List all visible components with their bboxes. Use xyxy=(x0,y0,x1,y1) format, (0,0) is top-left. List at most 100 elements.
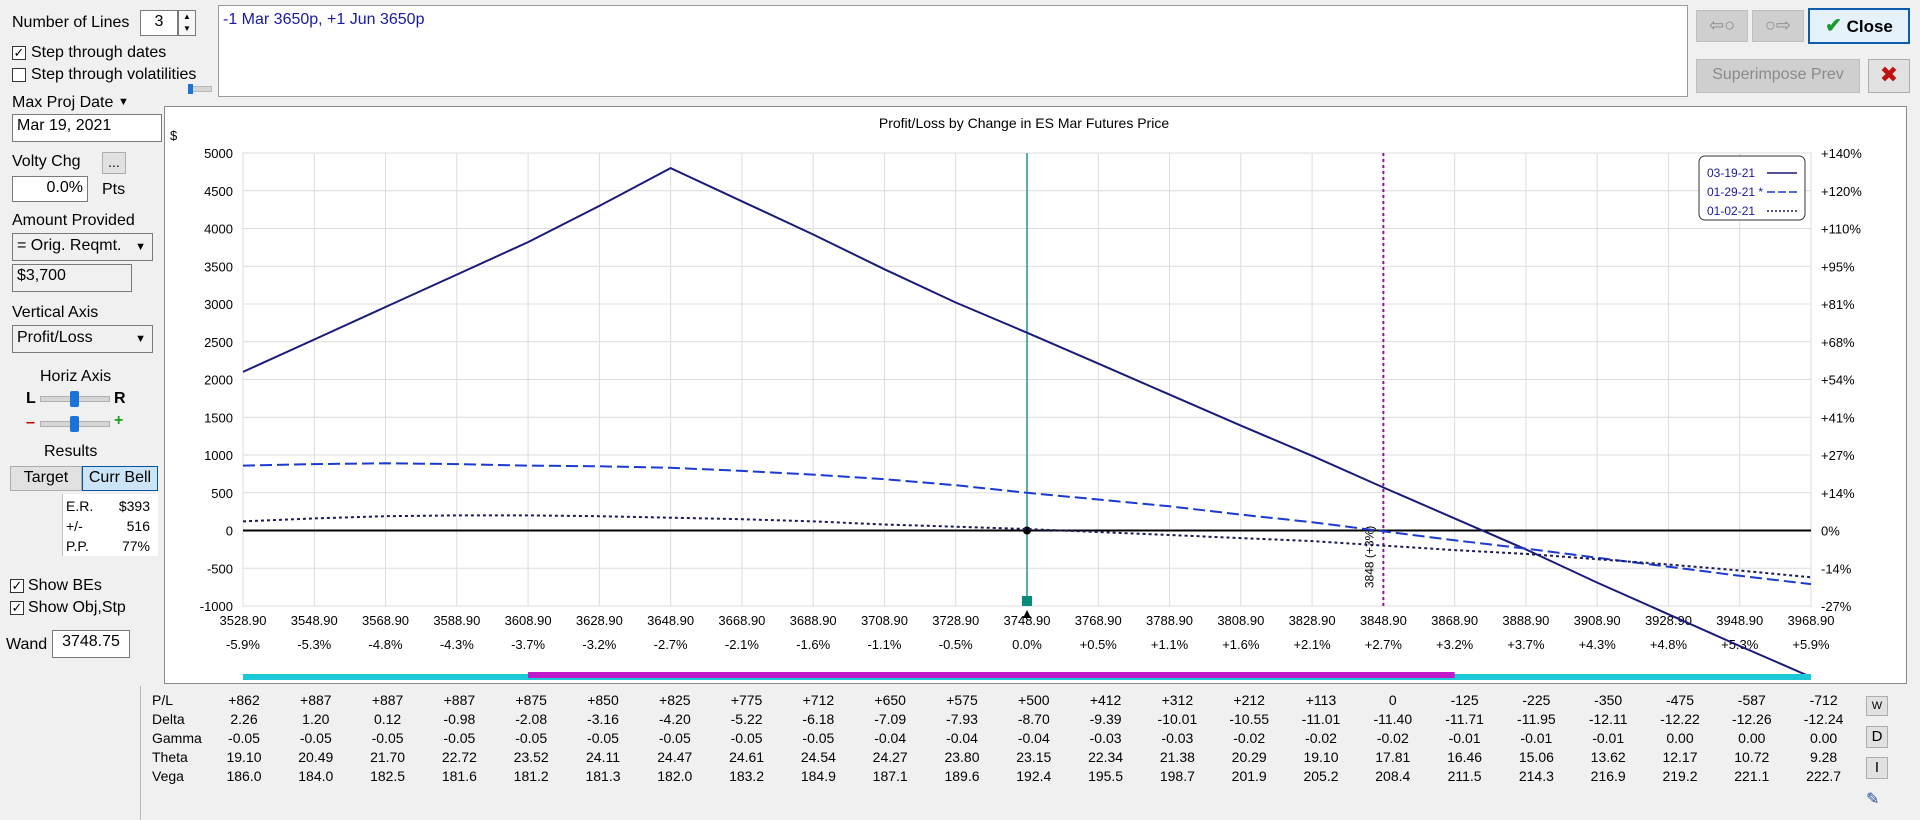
table-cell: -12.24 xyxy=(1803,711,1844,727)
y2-tick-label: +140% xyxy=(1821,146,1862,161)
volty-chg-button[interactable]: ... xyxy=(102,152,126,174)
table-cell: -11.01 xyxy=(1301,711,1341,727)
table-cell: 24.27 xyxy=(872,749,908,765)
edit-icon[interactable]: ✎ xyxy=(1866,791,1880,808)
current-price-arrow xyxy=(1023,610,1031,618)
w-button[interactable]: W xyxy=(1866,696,1888,716)
range-bar-magenta xyxy=(528,672,1455,678)
table-cell: -0.02 xyxy=(1305,730,1337,746)
x-tick-label: 3928.90 xyxy=(1645,613,1692,628)
x-pct-label: +2.1% xyxy=(1293,637,1331,652)
table-cell: 24.54 xyxy=(800,749,836,765)
show-bes-checkbox[interactable]: ✓ xyxy=(10,578,24,593)
chart-legend[interactable]: 03-19-21 01-29-21 * 01-02-21 xyxy=(1698,155,1806,221)
x-pct-label: 0.0% xyxy=(1012,637,1042,652)
x-tick-label: 3688.90 xyxy=(790,613,837,628)
table-cell: 201.9 xyxy=(1231,768,1267,784)
step-vols-checkbox[interactable] xyxy=(12,68,26,82)
x-tick-label: 3588.90 xyxy=(433,613,480,628)
tab-curr-bell[interactable]: Curr Bell xyxy=(82,466,158,491)
number-of-lines-input[interactable]: 3 xyxy=(140,10,178,36)
x-pct-label: -4.8% xyxy=(369,637,403,652)
table-cell: 183.2 xyxy=(729,768,765,784)
y2-tick-label: +27% xyxy=(1821,448,1855,463)
greeks-table xyxy=(140,686,1920,820)
x-tick-label: 3848.90 xyxy=(1360,613,1407,628)
i-button[interactable]: I xyxy=(1866,757,1888,779)
table-cell: -3.16 xyxy=(587,711,619,727)
x-pct-label: +4.3% xyxy=(1579,637,1617,652)
table-cell: 12.17 xyxy=(1662,749,1698,765)
table-cell: -0.02 xyxy=(1233,730,1266,746)
table-cell: 189.6 xyxy=(944,768,980,784)
x-tick-label: 3708.90 xyxy=(861,613,908,628)
max-proj-date-label[interactable]: Max Proj Date xyxy=(12,94,114,111)
back-arrow-button[interactable]: ⇦○ xyxy=(1696,10,1748,42)
table-cell: 181.3 xyxy=(585,768,621,784)
table-cell: 214.3 xyxy=(1518,768,1554,784)
current-price-marker[interactable] xyxy=(1022,596,1032,606)
table-cell: -10.55 xyxy=(1229,711,1270,727)
step-dates-checkbox[interactable]: ✓ xyxy=(12,45,26,60)
y2-tick-label: +81% xyxy=(1821,297,1855,312)
slider-r-label: R xyxy=(114,390,126,407)
check-icon: ✔ xyxy=(1825,15,1842,37)
number-of-lines-label: Number of Lines xyxy=(12,14,130,31)
x-pct-label: +1.6% xyxy=(1222,637,1260,652)
chevron-down-icon[interactable]: ▼ xyxy=(118,96,129,108)
vertical-axis-select[interactable]: Profit/Loss ▼ xyxy=(12,325,153,353)
y-tick-label: 4500 xyxy=(204,184,233,199)
tab-target[interactable]: Target xyxy=(10,466,82,491)
forward-arrow-button[interactable]: ○⇨ xyxy=(1752,10,1804,42)
table-cell: +500 xyxy=(1018,692,1050,708)
chart-title: Profit/Loss by Change in ES Mar Futures … xyxy=(879,115,1169,131)
show-obj-checkbox[interactable]: ✓ xyxy=(10,600,24,615)
position-textarea[interactable]: -1 Mar 3650p, +1 Jun 3650p xyxy=(218,5,1688,97)
table-cell: -0.05 xyxy=(299,730,332,746)
table-cell: 24.61 xyxy=(729,749,765,765)
close-button[interactable]: ✔ Close xyxy=(1808,8,1910,44)
series-line-031921 xyxy=(242,166,1812,678)
table-cell: -9.39 xyxy=(1089,711,1122,727)
y-tick-label: 0 xyxy=(226,524,233,539)
y2-tick-label: -14% xyxy=(1821,561,1852,576)
table-cell: 219.2 xyxy=(1662,768,1698,784)
position-mini-thumb[interactable] xyxy=(188,84,193,94)
table-cell: 181.6 xyxy=(441,768,477,784)
table-cell: 23.15 xyxy=(1016,749,1052,765)
table-cell: 22.72 xyxy=(441,749,477,765)
max-proj-date-input[interactable]: Mar 19, 2021 xyxy=(12,114,162,142)
wand-input[interactable]: 3748.75 xyxy=(52,630,130,658)
table-cell: 195.5 xyxy=(1088,768,1124,784)
x-tick-label: 3728.90 xyxy=(932,613,979,628)
table-cell: 211.5 xyxy=(1447,768,1482,784)
superimpose-prev-button[interactable]: Superimpose Prev xyxy=(1696,59,1860,93)
profit-loss-chart[interactable]: Profit/Loss by Change in ES Mar Futures … xyxy=(164,106,1907,684)
table-cell: +775 xyxy=(730,692,763,708)
table-cell: -475 xyxy=(1665,692,1695,708)
y-tick-label: 3000 xyxy=(204,297,233,312)
table-cell: -0.03 xyxy=(1089,730,1122,746)
table-cell: 0 xyxy=(1388,692,1397,708)
table-cell: -0.01 xyxy=(1520,730,1553,746)
d-button[interactable]: D xyxy=(1866,726,1888,748)
pp-value: 77% xyxy=(121,538,150,554)
number-of-lines-spinner[interactable]: ▲ ▼ xyxy=(178,10,196,36)
horiz-axis-zoom-thumb[interactable] xyxy=(70,416,79,432)
y-tick-label: 2500 xyxy=(204,335,233,350)
pm-value: 516 xyxy=(126,518,150,534)
table-cell: 21.38 xyxy=(1159,749,1195,765)
amount-provided-select[interactable]: = Orig. Reqmt. ▼ xyxy=(12,233,153,261)
cancel-x-button[interactable]: ✖ xyxy=(1868,59,1910,93)
pp-label: P.P. xyxy=(66,538,89,554)
vertical-axis-value: Profit/Loss xyxy=(17,329,93,346)
table-cell: +412 xyxy=(1089,692,1122,708)
table-cell: +212 xyxy=(1233,692,1265,708)
x-pct-label: -4.3% xyxy=(440,637,474,652)
volty-chg-input[interactable]: 0.0% xyxy=(12,176,88,202)
table-cell: -0.03 xyxy=(1161,730,1194,746)
x-tick-label: 3948.90 xyxy=(1716,613,1763,628)
horiz-axis-lr-thumb[interactable] xyxy=(70,391,79,407)
position-mini-slider[interactable] xyxy=(190,86,212,92)
x-tick-label: 3608.90 xyxy=(505,613,552,628)
